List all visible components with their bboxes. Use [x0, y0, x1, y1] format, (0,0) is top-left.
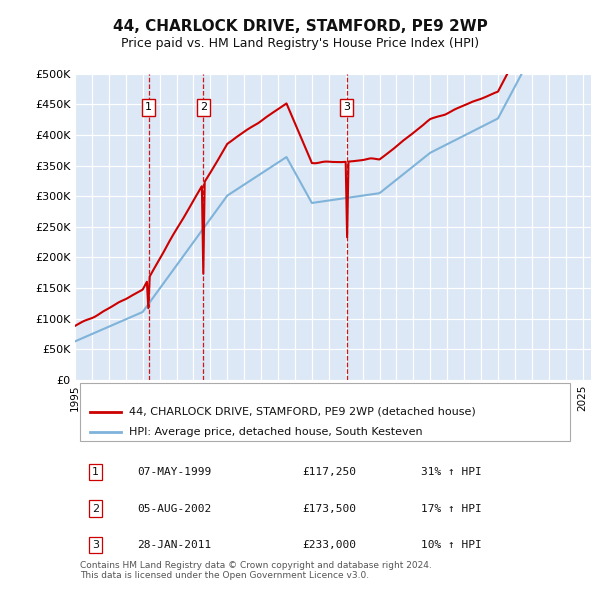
Text: 3: 3: [92, 540, 99, 550]
Point: [118, 408, 125, 415]
Text: 10% ↑ HPI: 10% ↑ HPI: [421, 540, 481, 550]
Point: [87, 428, 94, 435]
Text: Price paid vs. HM Land Registry's House Price Index (HPI): Price paid vs. HM Land Registry's House …: [121, 37, 479, 50]
Text: 17% ↑ HPI: 17% ↑ HPI: [421, 504, 481, 513]
Text: 1: 1: [145, 103, 152, 113]
Text: 28-JAN-2011: 28-JAN-2011: [137, 540, 211, 550]
Text: HPI: Average price, detached house, South Kesteven: HPI: Average price, detached house, Sout…: [129, 427, 423, 437]
Point: [118, 428, 125, 435]
Text: 2: 2: [92, 504, 99, 513]
Text: 2: 2: [200, 103, 207, 113]
Text: £173,500: £173,500: [302, 504, 356, 513]
Text: 1: 1: [92, 467, 99, 477]
Text: 07-MAY-1999: 07-MAY-1999: [137, 467, 211, 477]
Text: 05-AUG-2002: 05-AUG-2002: [137, 504, 211, 513]
Text: 31% ↑ HPI: 31% ↑ HPI: [421, 467, 481, 477]
Text: £117,250: £117,250: [302, 467, 356, 477]
Text: 44, CHARLOCK DRIVE, STAMFORD, PE9 2WP (detached house): 44, CHARLOCK DRIVE, STAMFORD, PE9 2WP (d…: [129, 407, 476, 417]
Text: 44, CHARLOCK DRIVE, STAMFORD, PE9 2WP: 44, CHARLOCK DRIVE, STAMFORD, PE9 2WP: [113, 19, 487, 34]
Text: 3: 3: [343, 103, 350, 113]
Text: £233,000: £233,000: [302, 540, 356, 550]
Point: [87, 408, 94, 415]
FancyBboxPatch shape: [80, 383, 571, 441]
Text: Contains HM Land Registry data © Crown copyright and database right 2024.
This d: Contains HM Land Registry data © Crown c…: [80, 560, 432, 580]
